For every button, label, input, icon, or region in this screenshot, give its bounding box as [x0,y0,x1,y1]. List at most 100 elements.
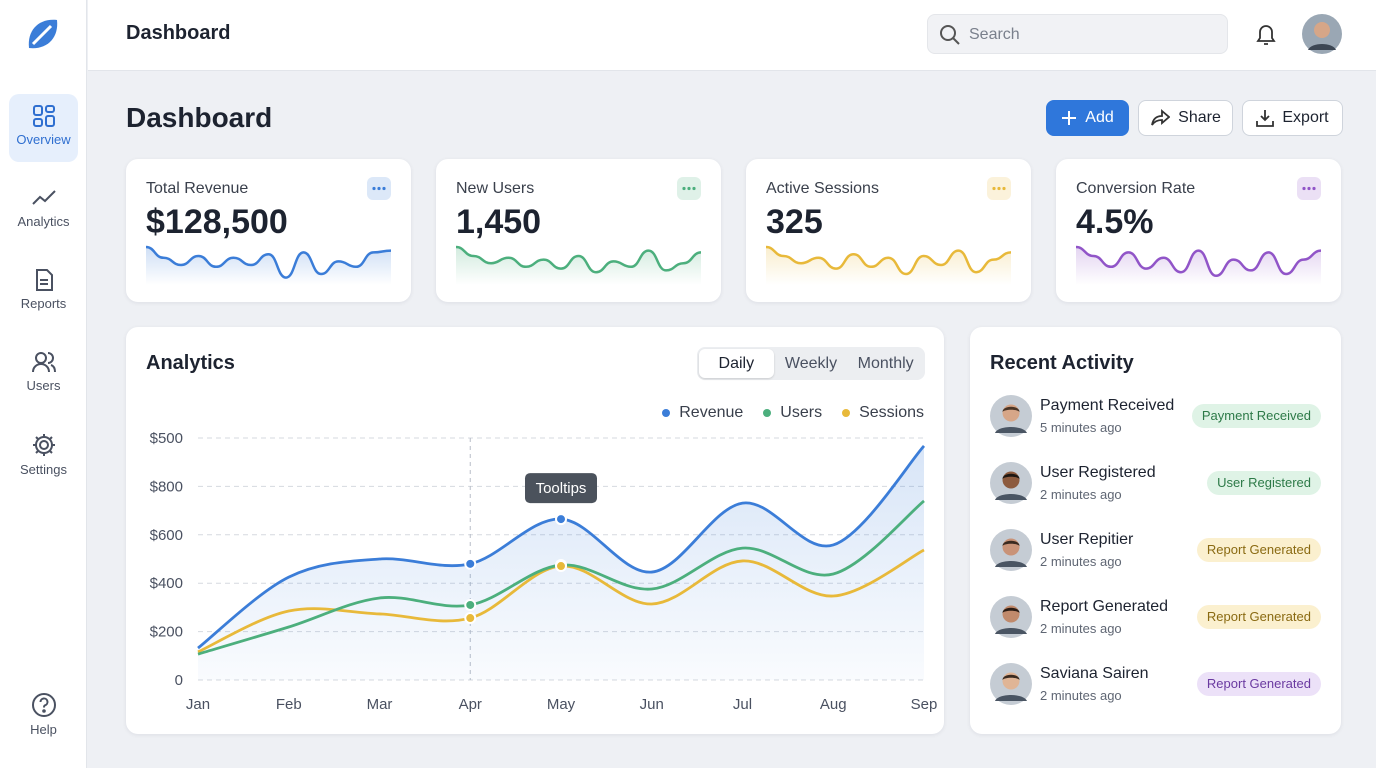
activity-time: 2 minutes ago [1040,621,1122,636]
nav-label: Analytics [17,214,70,229]
legend-item: Sessions [842,404,924,422]
activity-time: 2 minutes ago [1040,688,1122,703]
nav-item[interactable]: Help [9,682,78,750]
page-title: Dashboard [126,102,273,133]
menu-dot [1302,186,1306,191]
avatar-body [995,561,1027,567]
x-tick-label: Jul [733,696,752,713]
y-tick-label: $400 [150,575,183,592]
tooltip [525,473,597,504]
nav-label: Help [30,722,57,737]
header-title: Dashboard [126,22,231,44]
nav-label: Overview [16,132,71,147]
menu-dot [997,186,1001,191]
nav-item[interactable]: Reports [9,258,78,326]
legend: Revenue Users Sessions [662,404,924,422]
avatar [990,529,1032,571]
top-bar: Dashboard Search [88,0,1376,71]
sparkline-area [1076,247,1321,285]
sparkline [765,245,1012,276]
stat-label: Total Revenue [146,180,249,197]
x-tick-label: Jun [640,696,664,713]
menu-dot [692,186,696,191]
menu-dot [1307,186,1311,191]
analytics-card: Analytics Daily Weekly Monthly Revenue User… [126,327,944,734]
tab[interactable]: Weekly [784,355,838,372]
y-tick-label: $500 [150,430,183,447]
stat-graphics [1075,177,1322,285]
nav-item[interactable]: Overview [9,94,78,162]
point [555,513,567,526]
avatar-hair [1002,607,1020,613]
sparkline-area [766,247,1011,285]
avatar-hair [1002,674,1020,680]
x-tick-label: Sep [911,696,938,713]
stat-label: Conversion Rate [1076,180,1196,197]
avatar [990,395,1032,437]
sparkline [145,245,392,279]
stat-label: New Users [456,180,535,197]
avatar-hair [1002,406,1020,412]
menu-dot [382,186,386,191]
button-label: Add [1085,109,1114,126]
button-label: Share [1178,109,1221,126]
avatar [990,663,1032,705]
search-icon [940,25,960,45]
stat-card: Total Revenue $128,500 [126,159,411,302]
activity-title: User Repitier [1040,531,1134,548]
sparkline-area [456,247,701,285]
activity-time: 5 minutes ago [1040,420,1122,435]
avatar [990,462,1032,504]
point [464,557,477,570]
y-tick-label: $800 [150,478,183,495]
sparkline [455,245,702,274]
activity-time: 2 minutes ago [1040,554,1122,569]
recent-title: Recent Activity [990,352,1134,374]
status-badge: User Registered [1207,471,1321,495]
sparkline [1075,245,1322,278]
add-button[interactable]: Add [1046,100,1129,136]
menu-dot [372,186,376,191]
y-tick-label: $200 [150,624,183,641]
status-badge: Report Generated [1196,605,1321,629]
stat-graphics [765,177,1012,285]
avatar-body [995,628,1027,634]
nav-label: Settings [20,462,67,477]
menu-dot [377,186,381,191]
x-tick-label: Aug [820,696,847,713]
x-tick-label: Mar [367,696,393,713]
tab-group: Daily Weekly Monthly [697,347,925,380]
nav-item[interactable]: Settings [9,422,78,490]
nav-label: Reports [20,296,67,311]
avatar-hair [1002,540,1020,546]
menu-dot [682,186,686,191]
legend-label: Revenue [679,404,744,421]
export-button[interactable]: Export [1242,100,1343,136]
menu-dot [687,186,691,191]
bell-icon[interactable] [1254,22,1278,48]
share-button[interactable]: Share [1138,100,1233,136]
activity-title: Saviana Sairen [1040,665,1149,682]
nav-item[interactable]: Analytics [9,176,78,244]
sparkline-area [146,247,391,285]
legend-swatch [662,409,671,417]
chart-title: Analytics [146,352,235,374]
avatar[interactable] [1302,14,1342,54]
nav-item[interactable]: Users [9,340,78,408]
stat-value: 1,450 [456,203,542,241]
stat-card: Conversion Rate 4.5% [1056,159,1341,302]
tab[interactable]: Monthly [857,355,914,372]
legend-item: Users [763,404,822,422]
x-tick-label: Jan [186,696,210,713]
status-badge: Payment Received [1191,404,1321,428]
point [555,560,567,573]
chart: 0 $200 $400 $600 $800 $500 Jan Feb Mar Apr May Jun J… [150,430,938,713]
point [464,612,477,625]
legend-swatch [763,409,772,417]
search-box[interactable]: Search [927,14,1228,54]
y-tick-label: $600 [150,527,183,544]
tab[interactable]: Daily [699,349,774,378]
menu-dot [1312,186,1316,191]
nav-label: Users [26,378,61,393]
